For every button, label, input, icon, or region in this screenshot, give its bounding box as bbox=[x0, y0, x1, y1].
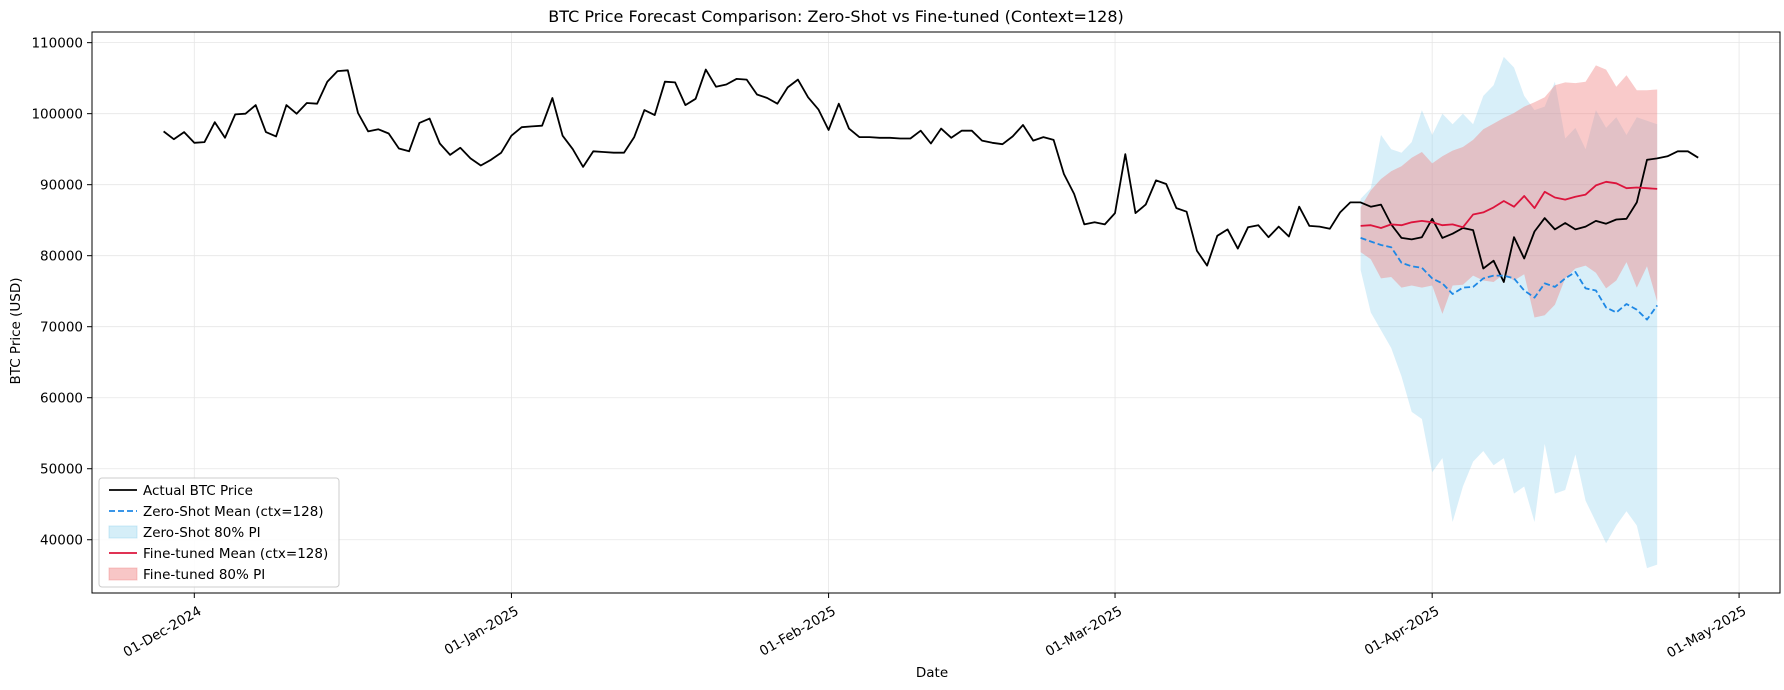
legend-swatch bbox=[108, 525, 138, 539]
gridlines bbox=[92, 32, 1780, 593]
zero-shot-mean-ctx-128-line bbox=[1360, 237, 1658, 321]
y-tick-label: 90000 bbox=[40, 178, 83, 194]
y-tick-label: 110000 bbox=[31, 36, 83, 52]
legend-swatch bbox=[108, 567, 138, 581]
legend-box bbox=[98, 477, 340, 588]
y-axis-ticks: 40000 50000 60000 70000 80000 90000 100000 1100… bbox=[31, 36, 92, 549]
prediction-intervals bbox=[1360, 56, 1658, 569]
y-axis-title: BTC Price (USD) bbox=[8, 277, 24, 384]
y-tick-label: 70000 bbox=[40, 320, 83, 336]
y-tick-label: 100000 bbox=[31, 107, 83, 123]
legend-label: Fine-tuned 80% PI bbox=[143, 567, 265, 583]
zero-shot-80-pi-band bbox=[1360, 56, 1658, 569]
y-tick-label: 80000 bbox=[40, 249, 83, 265]
plot-frame bbox=[91, 31, 1781, 594]
legend-label: Actual BTC Price bbox=[143, 483, 253, 499]
y-tick-label: 50000 bbox=[40, 462, 83, 478]
chart-title: BTC Price Forecast Comparison: Zero-Shot… bbox=[548, 7, 1123, 26]
fine-tuned-mean-ctx-128-line bbox=[1360, 180, 1658, 229]
legend-label: Zero-Shot Mean (ctx=128) bbox=[143, 504, 324, 520]
series-lines bbox=[163, 68, 1699, 321]
legend-label: Zero-Shot 80% PI bbox=[143, 525, 261, 541]
fine-tuned-80-pi-band bbox=[1360, 65, 1658, 318]
legend: Actual BTC Price Zero-Shot Mean (ctx=128)… bbox=[98, 477, 340, 588]
y-tick-label: 60000 bbox=[40, 391, 83, 407]
x-axis-title: Date bbox=[916, 665, 948, 681]
y-tick-label: 40000 bbox=[40, 533, 83, 549]
legend-label: Fine-tuned Mean (ctx=128) bbox=[143, 546, 328, 562]
actual-btc-price-line bbox=[163, 68, 1699, 283]
